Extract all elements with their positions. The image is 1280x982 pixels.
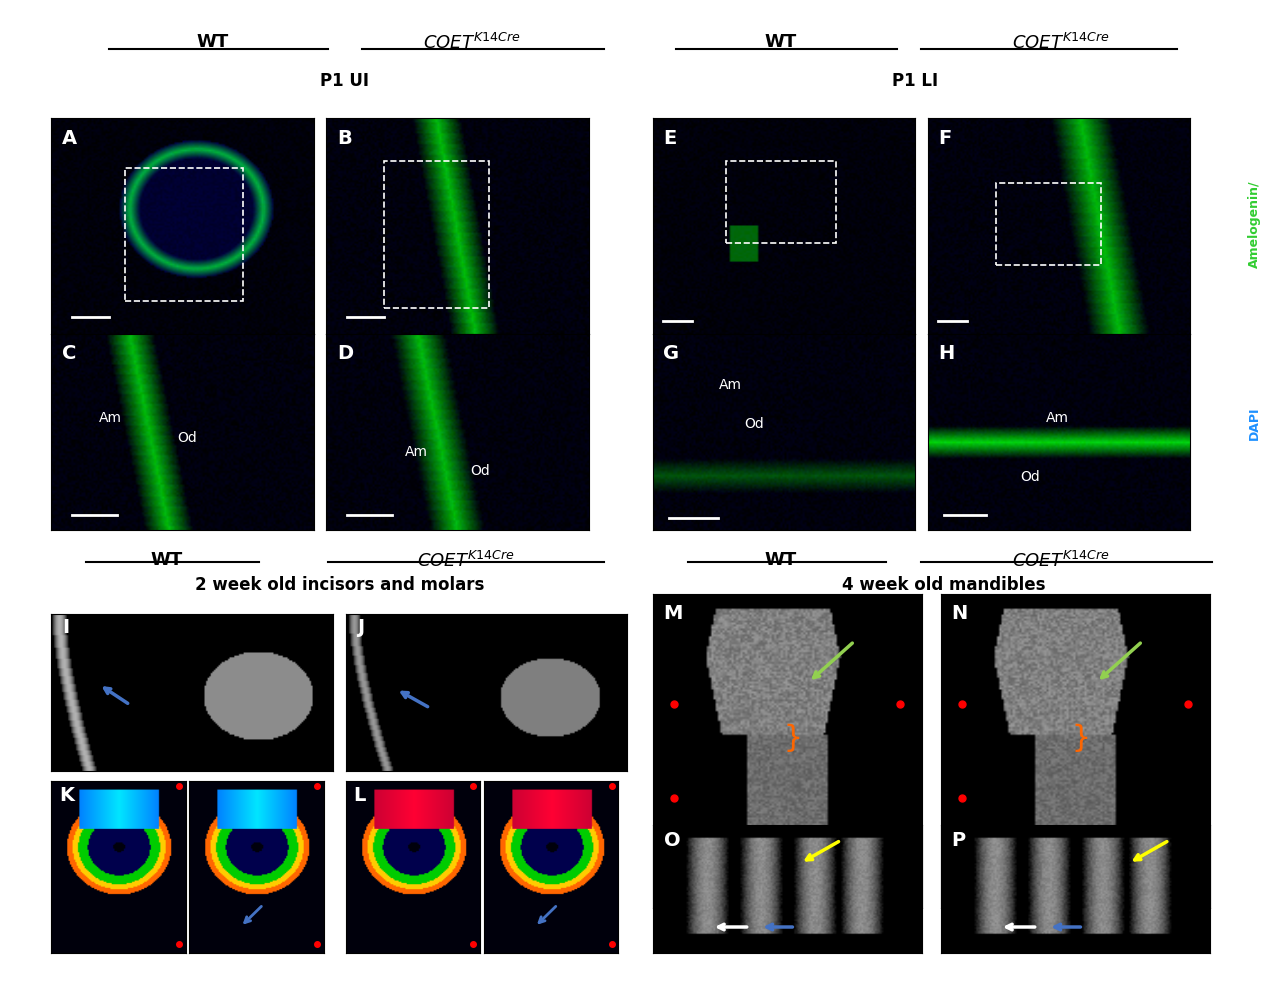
Text: Am: Am	[99, 411, 122, 425]
Text: L: L	[353, 786, 366, 805]
Text: WT: WT	[196, 33, 229, 51]
Text: G: G	[663, 344, 680, 362]
Text: F: F	[938, 129, 952, 147]
Text: H: H	[938, 344, 955, 362]
Bar	[726, 161, 837, 244]
Text: B: B	[337, 129, 352, 147]
Text: P1 UI: P1 UI	[320, 72, 370, 90]
Text: P: P	[951, 831, 965, 850]
Bar	[996, 183, 1101, 265]
Text: E: E	[663, 129, 677, 147]
Text: WT: WT	[150, 551, 183, 570]
Text: Od: Od	[1020, 470, 1039, 484]
Text: {: {	[777, 721, 796, 750]
Text: Od: Od	[471, 464, 490, 478]
Text: J: J	[357, 619, 364, 637]
Text: Od: Od	[177, 431, 197, 445]
Text: N: N	[951, 604, 968, 623]
Text: {: {	[1065, 721, 1084, 750]
Text: 4 week old mandibles: 4 week old mandibles	[842, 575, 1046, 594]
Text: Amelogenin/: Amelogenin/	[1248, 181, 1261, 268]
Text: Am: Am	[1046, 411, 1069, 425]
Text: Am: Am	[404, 445, 428, 459]
Text: Od: Od	[745, 417, 764, 431]
Text: O: O	[663, 831, 680, 850]
Bar	[124, 168, 243, 301]
Text: $\mathit{COET}^{K14Cre}$: $\mathit{COET}^{K14Cre}$	[1011, 551, 1110, 572]
Text: $\mathit{COET}^{K14Cre}$: $\mathit{COET}^{K14Cre}$	[417, 551, 515, 572]
Text: $\mathit{COET}^{K14Cre}$: $\mathit{COET}^{K14Cre}$	[1011, 33, 1110, 53]
Text: P1 LI: P1 LI	[892, 72, 938, 90]
Text: M: M	[663, 604, 684, 623]
Text: K: K	[59, 786, 74, 805]
Text: 2 week old incisors and molars: 2 week old incisors and molars	[195, 575, 484, 594]
Bar	[384, 161, 489, 308]
Text: C: C	[61, 344, 76, 362]
Text: $\mathit{COET}^{K14Cre}$: $\mathit{COET}^{K14Cre}$	[422, 33, 521, 53]
Text: Am: Am	[718, 378, 741, 392]
Text: WT: WT	[765, 551, 797, 570]
Text: I: I	[63, 619, 69, 637]
Text: D: D	[337, 344, 353, 362]
Text: A: A	[61, 129, 77, 147]
Text: DAPI: DAPI	[1248, 407, 1261, 440]
Text: WT: WT	[765, 33, 797, 51]
